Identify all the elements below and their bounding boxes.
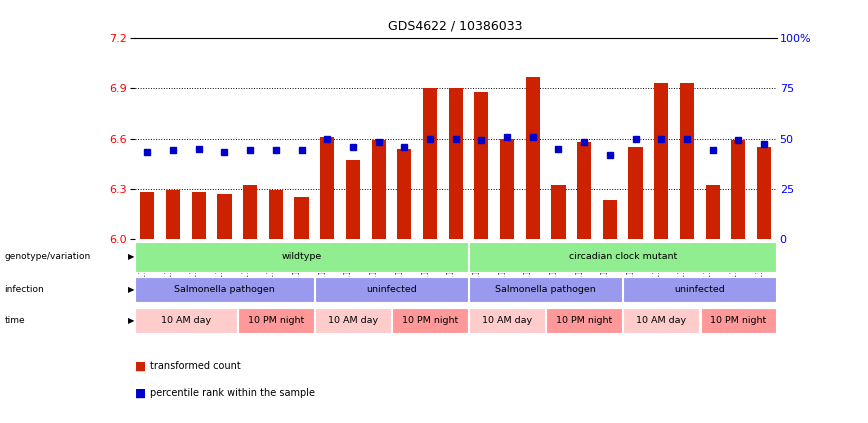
Bar <box>320 137 334 239</box>
Bar <box>315 277 468 302</box>
Text: 10 AM day: 10 AM day <box>636 316 687 325</box>
Bar <box>470 308 545 333</box>
Bar <box>398 148 411 239</box>
Text: ▶: ▶ <box>128 285 135 294</box>
Bar <box>623 277 776 302</box>
Bar <box>392 308 468 333</box>
Text: Salmonella pathogen: Salmonella pathogen <box>174 285 275 294</box>
Text: percentile rank within the sample: percentile rank within the sample <box>150 388 315 398</box>
Text: uninfected: uninfected <box>366 285 417 294</box>
Bar <box>135 308 237 333</box>
Bar <box>602 201 617 239</box>
Text: 10 PM night: 10 PM night <box>402 316 458 325</box>
Bar <box>135 277 313 302</box>
Text: ▶: ▶ <box>128 316 135 325</box>
Bar <box>577 142 591 239</box>
Bar <box>372 140 385 239</box>
Text: ▶: ▶ <box>128 253 135 261</box>
Text: Salmonella pathogen: Salmonella pathogen <box>496 285 596 294</box>
Text: circadian clock mutant: circadian clock mutant <box>569 253 677 261</box>
Text: infection: infection <box>4 285 44 294</box>
Bar <box>217 194 232 239</box>
Bar <box>294 197 309 239</box>
Text: time: time <box>4 316 25 325</box>
Bar <box>757 147 771 239</box>
Text: GDS4622 / 10386033: GDS4622 / 10386033 <box>389 19 523 32</box>
Text: 10 PM night: 10 PM night <box>247 316 304 325</box>
Text: ■: ■ <box>135 360 146 372</box>
Bar <box>700 308 776 333</box>
Bar <box>141 192 155 239</box>
Bar <box>449 88 463 239</box>
Bar <box>623 308 699 333</box>
Bar <box>500 139 514 239</box>
Text: 10 PM night: 10 PM night <box>556 316 612 325</box>
Bar <box>135 242 468 272</box>
Bar <box>345 160 360 239</box>
Text: 10 AM day: 10 AM day <box>161 316 211 325</box>
Bar <box>551 185 566 239</box>
Bar <box>706 185 720 239</box>
Bar <box>628 147 642 239</box>
Text: genotype/variation: genotype/variation <box>4 253 90 261</box>
Text: uninfected: uninfected <box>674 285 725 294</box>
Bar <box>470 277 622 302</box>
Bar <box>680 83 694 239</box>
Bar <box>731 140 746 239</box>
Bar <box>546 308 622 333</box>
Text: 10 AM day: 10 AM day <box>482 316 532 325</box>
Bar <box>470 242 776 272</box>
Bar <box>243 185 257 239</box>
Bar <box>654 83 668 239</box>
Bar <box>166 190 181 239</box>
Bar <box>315 308 391 333</box>
Bar <box>192 192 206 239</box>
Text: wildtype: wildtype <box>281 253 322 261</box>
Bar <box>423 88 437 239</box>
Text: 10 PM night: 10 PM night <box>710 316 766 325</box>
Text: ■: ■ <box>135 387 146 400</box>
Bar <box>269 190 283 239</box>
Bar <box>238 308 313 333</box>
Text: 10 AM day: 10 AM day <box>328 316 378 325</box>
Bar <box>474 92 489 239</box>
Bar <box>526 77 540 239</box>
Text: transformed count: transformed count <box>150 361 241 371</box>
